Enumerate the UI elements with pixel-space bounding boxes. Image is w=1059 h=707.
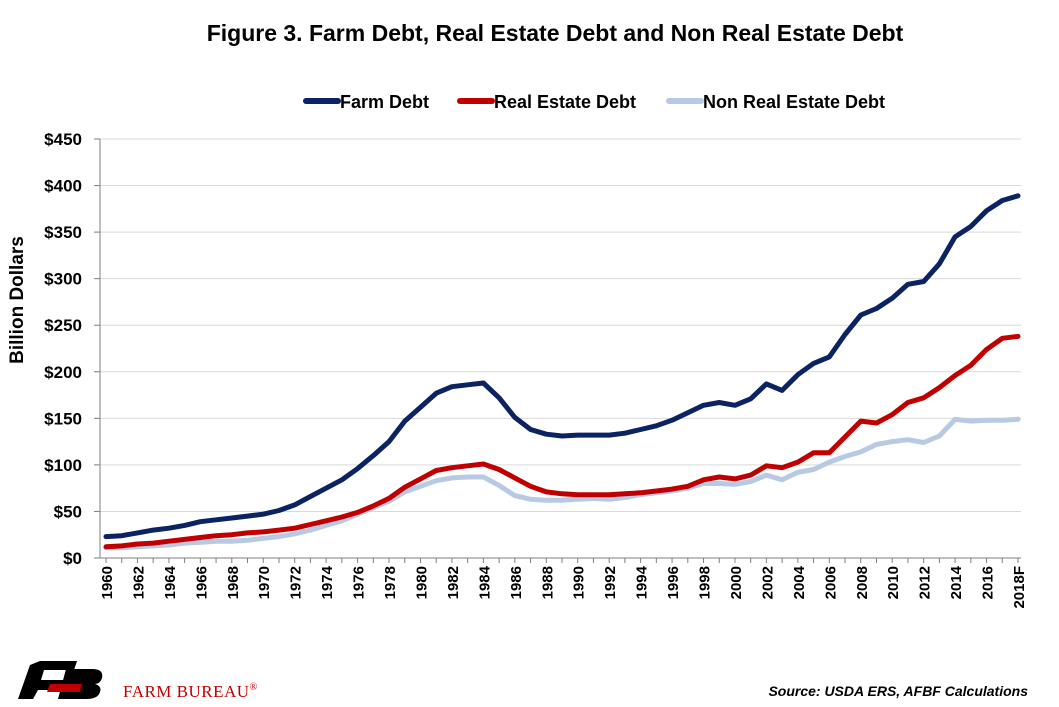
legend-label-farm-debt: Farm Debt — [340, 92, 429, 112]
x-tick-label: 2006 — [822, 566, 839, 599]
series-lines — [103, 193, 1021, 551]
y-tick-label: $200 — [44, 363, 82, 382]
x-tick-label: 1976 — [351, 566, 368, 599]
y-tick-label: $100 — [44, 456, 82, 475]
y-tick-label: $450 — [44, 130, 82, 149]
y-tick-label: $0 — [63, 549, 82, 568]
x-tick-label: 2002 — [759, 566, 776, 599]
y-tick-label: $300 — [44, 270, 82, 289]
x-tick-label: 1968 — [225, 566, 242, 599]
x-tick-label: 2014 — [948, 565, 965, 599]
chart-title: Figure 3. Farm Debt, Real Estate Debt an… — [207, 20, 904, 46]
x-tick-label: 2000 — [728, 566, 745, 599]
x-tick-label: 1996 — [665, 566, 682, 599]
x-tick-label: 1984 — [476, 565, 493, 599]
x-tick-label: 1974 — [319, 565, 336, 599]
x-tick-label: 1990 — [571, 566, 588, 599]
x-tick-label: 1998 — [697, 566, 714, 599]
x-tick-label: 1970 — [256, 566, 273, 599]
y-tick-label: $250 — [44, 316, 82, 335]
x-tick-label: 1962 — [130, 566, 147, 599]
brand-name-text: FARM BUREAU — [123, 682, 250, 701]
x-tick-label: 1966 — [193, 566, 210, 599]
x-tick-label: 1992 — [602, 566, 619, 599]
y-axis: $0 $50 $100 $150 $200 $250 $300 $350 $400 $450 — [44, 130, 101, 568]
x-tick-label: 1972 — [288, 566, 305, 599]
x-tick-label: 2008 — [854, 566, 871, 599]
series-line-non-real-estate-debt — [103, 416, 1021, 551]
x-tick-label: 2018F — [1011, 566, 1028, 609]
x-tick-label: 1988 — [539, 566, 556, 599]
series-line-real-estate-debt — [103, 333, 1021, 550]
x-tick-label: 2004 — [791, 565, 808, 599]
gridlines — [100, 138, 1021, 512]
x-tick-label: 2010 — [885, 566, 902, 599]
legend-label-non-real-estate-debt: Non Real Estate Debt — [703, 92, 885, 112]
brand-name: FARM BUREAU® — [123, 682, 258, 701]
x-tick-label: 2016 — [980, 566, 997, 599]
x-tick-label: 1980 — [413, 566, 430, 599]
x-axis: 1960 1962 1964 1966 1968 1970 1972 1974 1976 1978… — [99, 557, 1028, 609]
y-tick-label: $150 — [44, 409, 82, 428]
y-tick-label: $50 — [54, 502, 82, 521]
legend-label-real-estate-debt: Real Estate Debt — [494, 92, 636, 112]
farm-bureau-logo-icon — [18, 661, 103, 699]
x-tick-label: 1964 — [162, 565, 179, 599]
x-tick-label: 1960 — [99, 566, 116, 599]
series-line-farm-debt — [103, 193, 1021, 540]
x-tick-label: 2012 — [917, 566, 934, 599]
x-tick-label: 1982 — [445, 566, 462, 599]
x-tick-label: 1978 — [382, 566, 399, 599]
source-note: Source: USDA ERS, AFBF Calculations — [768, 683, 1028, 699]
x-tick-label: 1986 — [508, 566, 525, 599]
y-axis-title: Billion Dollars — [7, 236, 28, 364]
x-tick-label: 1994 — [634, 565, 651, 599]
y-tick-label: $350 — [44, 223, 82, 242]
legend: Farm Debt Real Estate Debt Non Real Estate… — [303, 92, 885, 112]
y-tick-label: $400 — [44, 177, 82, 196]
registered-mark: ® — [250, 682, 258, 693]
